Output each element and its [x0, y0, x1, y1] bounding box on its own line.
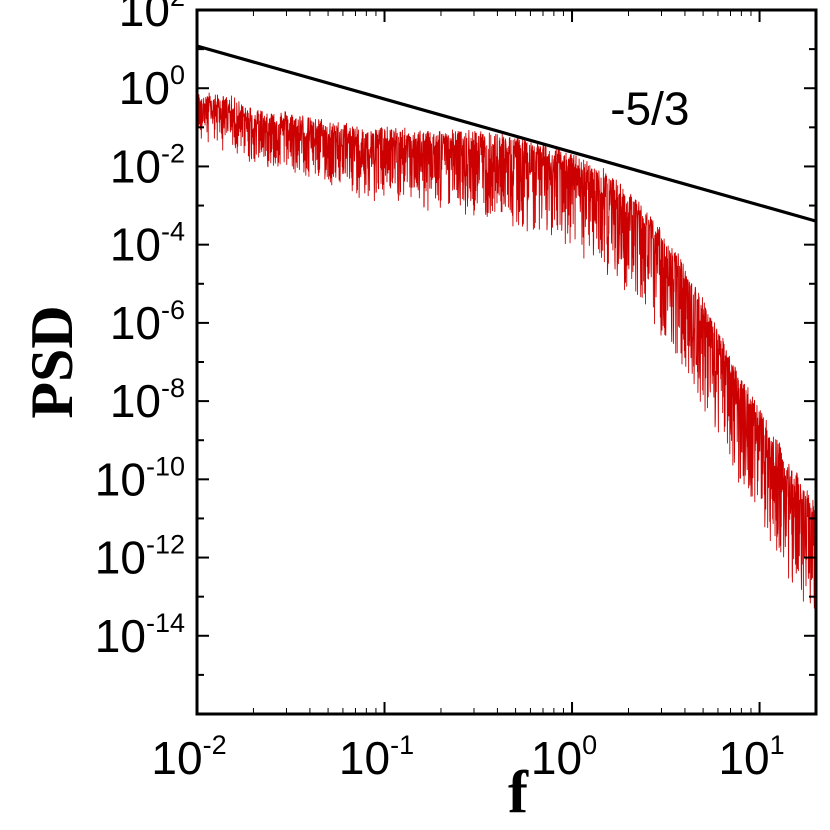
- x-tick-label: 10-2: [151, 730, 226, 784]
- x-tick-label: 101: [718, 730, 784, 784]
- x-tick-label: 100: [531, 730, 597, 784]
- x-axis-title: f: [508, 759, 529, 825]
- y-tick-label: 102: [119, 0, 185, 36]
- y-tick-label: 100: [119, 60, 185, 114]
- y-tick-label: 10-4: [110, 217, 185, 271]
- y-tick-label: 10-14: [95, 608, 185, 662]
- series-layer: [196, 44, 817, 609]
- slope-reference-line: [196, 44, 817, 223]
- slope-annotation: -5/3: [610, 83, 689, 135]
- y-axis-title: PSD: [19, 305, 85, 418]
- y-tick-label: 10-2: [110, 138, 185, 192]
- x-tick-label: 10-1: [339, 730, 414, 784]
- labels-layer: 10-2 10-1 100 101 102 100 10-2 10-4 10-6 10-8 10-1…: [95, 0, 785, 784]
- y-tick-label: 10-10: [95, 451, 185, 505]
- plot-frame: [195, 8, 818, 716]
- y-tick-label: 10-12: [95, 530, 185, 584]
- y-tick-label: 10-8: [110, 373, 185, 427]
- y-tick-label: 10-6: [110, 295, 185, 349]
- psd-spectrum-line: [196, 92, 817, 609]
